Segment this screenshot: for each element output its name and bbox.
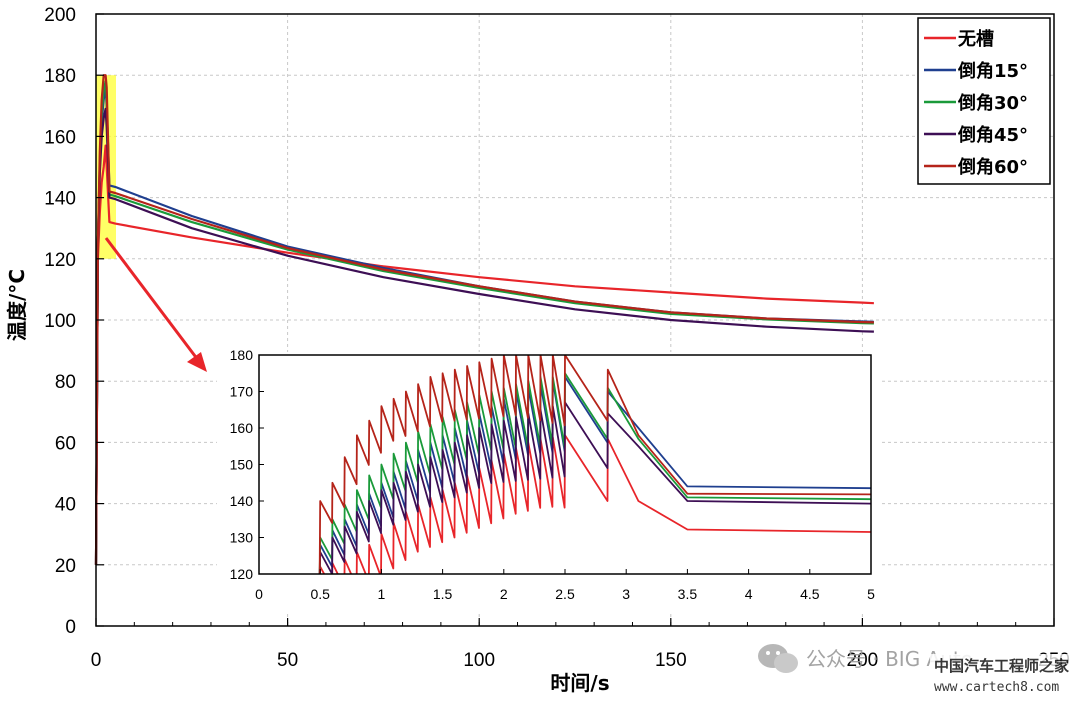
- wechat-icon: [758, 644, 798, 673]
- main-ticks: 0501001502002500204060801001201401601802…: [44, 5, 1070, 671]
- y-tick-label: 140: [44, 189, 76, 210]
- zoom-arrow: [104, 237, 207, 372]
- inset-x-tick-label: 2.5: [555, 586, 575, 602]
- series-line-0: [94, 144, 874, 565]
- inset-x-tick-label: 3.5: [678, 586, 698, 602]
- x-tick-label: 50: [277, 650, 298, 671]
- y-tick-label: 40: [55, 495, 76, 516]
- inset-y-tick-label: 150: [230, 457, 254, 473]
- inset-y-tick-label: 120: [230, 566, 254, 582]
- y-tick-label: 0: [65, 617, 76, 638]
- legend-label: 倒角15°: [957, 60, 1028, 82]
- x-tick-label: 100: [463, 650, 495, 671]
- y-tick-label: 80: [55, 372, 76, 393]
- watermark: 公众号 · BIG Auto 中国汽车工程师之家 www.cartech8.co…: [758, 644, 1076, 698]
- inset-y-tick-label: 140: [230, 493, 254, 509]
- inset-x-tick-label: 0.5: [310, 586, 330, 602]
- inset-series-line-4: [318, 355, 871, 574]
- inset-x-tick-label: 3: [622, 586, 630, 602]
- x-tick-label: 200: [847, 650, 879, 671]
- inset-ticks: 0 0.5 1 1.5 2 2.5 3 3.5 4 4.5 5 120 130 140 150 160 170 1…: [230, 347, 875, 602]
- inset-x-tick-label: 1.5: [433, 586, 453, 602]
- inset-x-tick-label: 4.5: [800, 586, 820, 602]
- inset-x-tick-label: 4: [745, 586, 753, 602]
- x-axis-label: 时间/s: [550, 671, 609, 695]
- legend-label: 倒角45°: [957, 124, 1028, 146]
- inset-y-tick-label: 180: [230, 347, 254, 363]
- y-tick-label: 160: [44, 127, 76, 148]
- legend-label: 无槽: [958, 28, 994, 50]
- y-tick-label: 120: [44, 250, 76, 271]
- y-tick-label: 100: [44, 311, 76, 332]
- inset-x-tick-label: 5: [867, 586, 875, 602]
- legend-label: 倒角30°: [957, 92, 1028, 114]
- inset-series-line-3: [318, 401, 871, 574]
- inset-chart: 0 0.5 1 1.5 2 2.5 3 3.5 4 4.5 5 120 130 140 150 160 170 1…: [217, 347, 880, 612]
- watermark-url: www.cartech8.com: [934, 680, 1059, 695]
- y-axis-label: 温度/°C: [5, 269, 29, 341]
- series-line-3: [94, 107, 874, 565]
- inset-y-tick-label: 130: [230, 530, 254, 546]
- series-line-4: [94, 74, 874, 565]
- x-tick-label: 0: [91, 650, 102, 671]
- inset-x-tick-label: 2: [500, 586, 508, 602]
- watermark-site-name: 中国汽车工程师之家: [934, 657, 1069, 675]
- watermark-backdrop: [930, 654, 1076, 698]
- inset-y-tick-label: 170: [230, 384, 254, 400]
- y-tick-label: 200: [44, 5, 76, 26]
- main-series: [94, 74, 874, 565]
- inset-x-tick-label: 1: [378, 586, 386, 602]
- y-tick-label: 60: [55, 433, 76, 454]
- inset-y-tick-label: 160: [230, 420, 254, 436]
- legend-label: 倒角60°: [957, 156, 1028, 178]
- y-tick-label: 180: [44, 66, 76, 87]
- inset-series: [318, 355, 871, 574]
- y-tick-label: 20: [55, 556, 76, 577]
- inset-x-tick-label: 0: [255, 586, 263, 602]
- x-tick-label: 150: [655, 650, 687, 671]
